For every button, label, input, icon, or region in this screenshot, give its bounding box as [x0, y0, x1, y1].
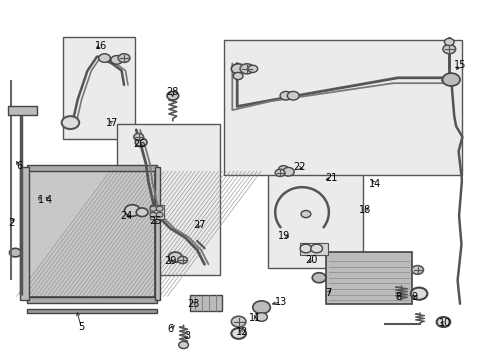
Circle shape	[156, 212, 163, 217]
Circle shape	[124, 205, 140, 216]
Circle shape	[310, 244, 322, 253]
Text: 29: 29	[164, 256, 176, 266]
Text: 20: 20	[305, 255, 317, 265]
Text: 28: 28	[166, 87, 178, 97]
Bar	[26, 297, 157, 303]
Text: 3: 3	[183, 331, 190, 341]
Text: 2: 2	[8, 218, 15, 228]
Text: 24: 24	[120, 211, 132, 221]
Circle shape	[312, 273, 325, 283]
Text: 14: 14	[368, 179, 381, 189]
Text: 9: 9	[410, 292, 416, 302]
Circle shape	[156, 206, 163, 211]
Circle shape	[166, 91, 178, 100]
Circle shape	[61, 116, 79, 129]
Circle shape	[444, 39, 453, 45]
Circle shape	[411, 266, 423, 274]
Text: 21: 21	[325, 173, 337, 183]
Bar	[26, 309, 157, 313]
Bar	[26, 165, 157, 171]
Circle shape	[168, 252, 182, 262]
Circle shape	[231, 328, 245, 339]
Text: 23: 23	[187, 299, 199, 309]
Circle shape	[436, 317, 449, 327]
Circle shape	[111, 55, 122, 64]
Bar	[326, 252, 411, 304]
Circle shape	[275, 169, 285, 176]
Bar	[63, 37, 135, 139]
Circle shape	[255, 313, 267, 321]
Text: 15: 15	[453, 60, 465, 70]
Text: 4: 4	[45, 195, 51, 205]
Circle shape	[231, 64, 244, 74]
Circle shape	[233, 72, 243, 80]
Bar	[117, 125, 220, 275]
Bar	[224, 40, 461, 175]
Bar	[150, 205, 163, 220]
Text: 27: 27	[193, 220, 205, 230]
Text: 19: 19	[278, 231, 290, 240]
Circle shape	[442, 44, 455, 54]
Circle shape	[247, 65, 257, 72]
Circle shape	[300, 244, 311, 253]
Circle shape	[135, 138, 147, 147]
Bar	[155, 167, 160, 300]
Text: 12: 12	[235, 327, 248, 337]
Text: 25: 25	[149, 216, 162, 226]
Circle shape	[278, 166, 288, 173]
Circle shape	[442, 73, 459, 86]
Circle shape	[150, 206, 157, 211]
Bar	[267, 157, 362, 268]
Bar	[8, 107, 37, 116]
Circle shape	[282, 167, 294, 176]
Text: 5: 5	[78, 322, 84, 332]
Bar	[189, 295, 221, 311]
Text: 6: 6	[16, 161, 22, 171]
Circle shape	[410, 288, 427, 300]
Bar	[29, 171, 155, 297]
Text: 8: 8	[394, 292, 400, 302]
Text: 1: 1	[38, 195, 43, 205]
Circle shape	[150, 212, 157, 217]
Circle shape	[118, 54, 130, 62]
Text: 13: 13	[274, 297, 286, 307]
Circle shape	[177, 256, 187, 264]
Text: 17: 17	[105, 118, 118, 128]
Circle shape	[240, 64, 253, 74]
Text: 6: 6	[167, 324, 173, 334]
Circle shape	[301, 211, 310, 218]
Bar	[299, 243, 327, 255]
Circle shape	[178, 341, 188, 348]
Text: 18: 18	[359, 206, 371, 216]
Text: 11: 11	[248, 313, 261, 323]
Bar	[29, 171, 155, 297]
Circle shape	[252, 301, 270, 314]
Bar	[20, 167, 29, 300]
Text: 10: 10	[438, 319, 450, 328]
Text: 26: 26	[133, 139, 145, 149]
Circle shape	[134, 134, 143, 140]
Circle shape	[99, 54, 110, 62]
Circle shape	[136, 208, 148, 217]
Text: 16: 16	[94, 41, 106, 50]
Text: 7: 7	[325, 288, 331, 298]
Text: 22: 22	[292, 162, 305, 172]
Circle shape	[280, 91, 291, 100]
Circle shape	[287, 91, 299, 100]
Circle shape	[231, 316, 245, 327]
Circle shape	[9, 248, 21, 257]
